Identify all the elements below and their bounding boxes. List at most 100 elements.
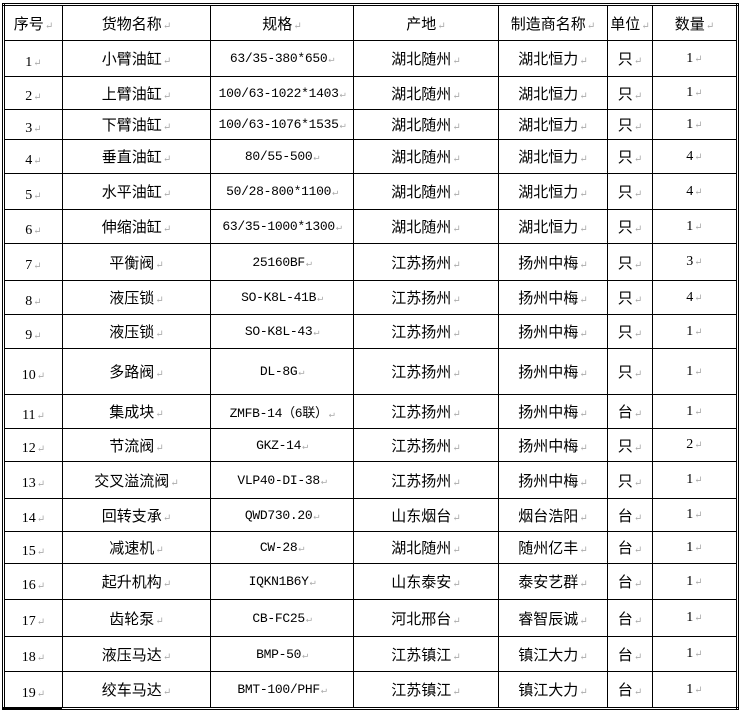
cell-origin: 河北邢台 (353, 599, 499, 637)
cell-specification: 100/63-1022*1403 (210, 76, 354, 110)
manufacturer-text: 镇江大力 (518, 683, 587, 699)
cell-origin: 江苏扬州 (353, 348, 499, 395)
cell-unit: 只 (607, 40, 653, 77)
serial-number-text: 18 (22, 650, 45, 665)
cell-quantity: 4 (652, 139, 738, 174)
unit-text: 台 (618, 612, 642, 628)
cell-unit: 只 (607, 243, 653, 281)
origin-text: 湖北随州 (391, 52, 460, 68)
cell-quantity: 1 (652, 314, 738, 349)
cell-origin: 江苏扬州 (353, 394, 499, 429)
table-row: 15 减速机 CW-28 湖北随州 随州亿丰 台 1 (3, 531, 738, 564)
table-row: 10 多路阀 DL-8G 江苏扬州 扬州中梅 只 1 (3, 348, 738, 395)
specification-text: SO-K8L-43 (245, 324, 319, 339)
cell-specification: 63/35-380*650 (210, 40, 354, 77)
manufacturer-text: 湖北恒力 (518, 150, 587, 166)
goods-name-text: 起升机构 (102, 575, 171, 591)
specification-text: 100/63-1022*1403 (219, 86, 346, 101)
serial-number-text: 19 (22, 686, 45, 701)
cell-quantity: 1 (652, 109, 738, 140)
cell-quantity: 1 (652, 461, 738, 499)
serial-number-text: 14 (22, 511, 45, 526)
goods-name-text: 液压锁 (109, 325, 163, 341)
specification-text: ZMFB-14（6联） (230, 406, 335, 421)
cell-serial-number: 14 (3, 498, 63, 532)
unit-text: 只 (618, 150, 642, 166)
table-row: 12 节流阀 GKZ-14 江苏扬州 扬州中梅 只 2 (3, 428, 738, 462)
origin-text: 江苏扬州 (391, 325, 460, 341)
header-label: 单位 (610, 17, 649, 33)
origin-text: 江苏扬州 (391, 439, 460, 455)
goods-name-text: 节流阀 (109, 439, 163, 455)
cell-manufacturer: 湖北恒力 (498, 209, 608, 244)
origin-text: 湖北随州 (391, 150, 460, 166)
manufacturer-text: 随州亿丰 (518, 541, 587, 557)
specification-text: 63/35-1000*1300 (222, 219, 341, 234)
cell-manufacturer: 泰安艺群 (498, 563, 608, 600)
cell-specification: QWD730.20 (210, 498, 354, 532)
serial-number-text: 10 (22, 368, 45, 383)
origin-text: 江苏扬州 (391, 405, 460, 421)
quantity-text: 1 (686, 85, 702, 100)
goods-name-text: 液压马达 (102, 648, 171, 664)
origin-text: 湖北随州 (391, 541, 460, 557)
manufacturer-text: 泰安艺群 (518, 575, 587, 591)
table-row: 4 垂直油缸 80/55-500 湖北随州 湖北恒力 只 4 (3, 139, 738, 174)
cell-origin: 江苏扬州 (353, 461, 499, 499)
header-goods-name: 货物名称 (62, 4, 211, 41)
cell-unit: 台 (607, 531, 653, 564)
quantity-text: 3 (686, 254, 702, 269)
cell-serial-number: 5 (3, 173, 63, 210)
cell-unit: 只 (607, 428, 653, 462)
serial-number-text: 8 (25, 294, 41, 309)
specification-text: 25160BF (252, 255, 311, 270)
cell-serial-number: 6 (3, 209, 63, 244)
origin-text: 江苏镇江 (391, 683, 460, 699)
cell-goods-name: 水平油缸 (62, 173, 211, 210)
cell-quantity: 2 (652, 428, 738, 462)
goods-name-text: 上臂油缸 (102, 87, 171, 103)
cell-goods-name: 液压锁 (62, 314, 211, 349)
table-row: 17 齿轮泵 CB-FC25 河北邢台 睿智辰诚 台 1 (3, 599, 738, 637)
header-label: 数量 (675, 17, 714, 33)
specification-text: 50/28-800*1100 (226, 184, 338, 199)
unit-text: 只 (618, 118, 642, 134)
cell-goods-name: 小臂油缸 (62, 40, 211, 77)
manufacturer-text: 湖北恒力 (518, 52, 587, 68)
cell-origin: 湖北随州 (353, 531, 499, 564)
serial-number-text: 3 (25, 121, 41, 136)
manufacturer-text: 扬州中梅 (518, 365, 587, 381)
cell-serial-number: 10 (3, 348, 63, 395)
cell-manufacturer: 烟台浩阳 (498, 498, 608, 532)
quantity-text: 4 (686, 184, 702, 199)
cell-unit: 只 (607, 173, 653, 210)
goods-name-text: 下臂油缸 (102, 118, 171, 134)
manufacturer-text: 扬州中梅 (518, 291, 587, 307)
cell-serial-number: 3 (3, 109, 63, 140)
cell-origin: 江苏扬州 (353, 280, 499, 315)
cell-specification: 25160BF (210, 243, 354, 281)
origin-text: 山东泰安 (391, 575, 460, 591)
origin-text: 湖北随州 (391, 87, 460, 103)
cell-origin: 湖北随州 (353, 139, 499, 174)
table-corner-mark (2, 706, 62, 709)
cell-origin: 江苏镇江 (353, 636, 499, 672)
quantity-text: 4 (686, 149, 702, 164)
cell-serial-number: 7 (3, 243, 63, 281)
cell-quantity: 1 (652, 209, 738, 244)
goods-name-text: 齿轮泵 (109, 612, 163, 628)
cell-unit: 台 (607, 636, 653, 672)
table-row: 16 起升机构 IQKN1B6Y 山东泰安 泰安艺群 台 1 (3, 563, 738, 600)
cell-goods-name: 液压马达 (62, 636, 211, 672)
cell-specification: VLP40-DI-38 (210, 461, 354, 499)
cell-unit: 只 (607, 314, 653, 349)
quantity-text: 1 (686, 472, 702, 487)
table-row: 2 上臂油缸 100/63-1022*1403 湖北随州 湖北恒力 只 1 (3, 76, 738, 110)
specification-text: BMP-50 (256, 647, 308, 662)
cell-manufacturer: 睿智辰诚 (498, 599, 608, 637)
table-row: 5 水平油缸 50/28-800*1100 湖北随州 湖北恒力 只 4 (3, 173, 738, 210)
goods-name-text: 伸缩油缸 (102, 220, 171, 236)
cell-quantity: 1 (652, 563, 738, 600)
cell-serial-number: 9 (3, 314, 63, 349)
serial-number-text: 13 (22, 476, 45, 491)
